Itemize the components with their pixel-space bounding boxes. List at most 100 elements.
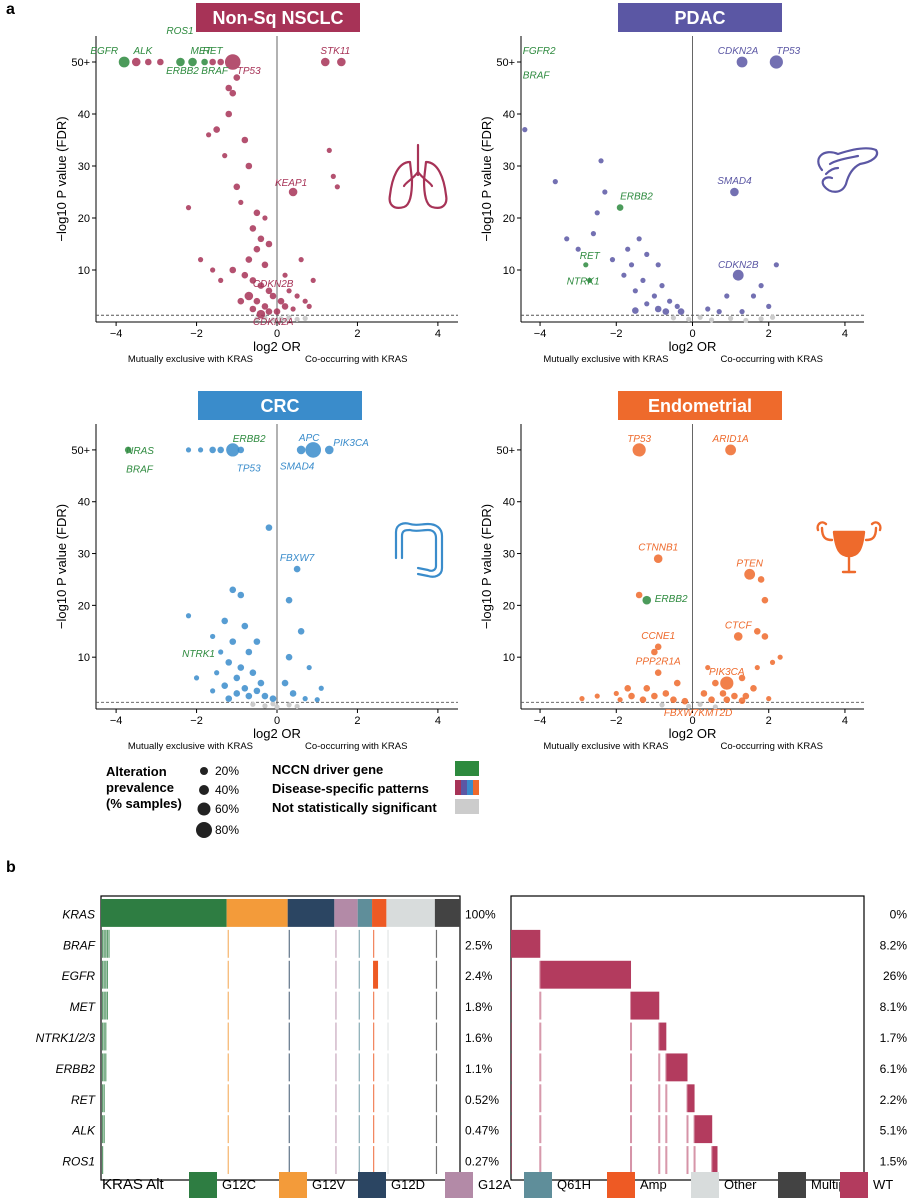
gene-label-tp53: TP53 <box>776 46 800 57</box>
data-point <box>157 58 164 66</box>
data-point <box>306 303 312 309</box>
wt-trace <box>666 1084 668 1113</box>
wt-trace <box>631 1115 633 1144</box>
mut-tick <box>358 929 360 958</box>
y-tick-label: 50+ <box>71 445 90 457</box>
data-point <box>306 664 312 671</box>
mut-tick <box>105 991 107 1020</box>
y-axis-label: −log10 P value (FDR) <box>54 504 69 629</box>
data-point <box>632 443 646 457</box>
x-axis-label: log2 OR <box>253 339 301 354</box>
data-point <box>738 697 746 705</box>
data-point <box>653 554 663 564</box>
y-tick-label: 30 <box>503 549 515 561</box>
wt-trace <box>658 1022 660 1051</box>
wt-trace <box>540 991 542 1020</box>
kras-wt-pct: 8.2% <box>880 938 908 952</box>
mut-tick <box>288 1146 290 1174</box>
kras-mut-pct: 0.27% <box>465 1155 499 1169</box>
wt-trace <box>658 1146 660 1174</box>
data-point <box>625 246 631 252</box>
x-tick-label: 0 <box>274 328 280 340</box>
gene-label-erbb2: ERBB2 <box>233 434 266 445</box>
gene-label-smad4: SMAD4 <box>280 461 315 472</box>
data-point <box>298 257 304 263</box>
data-point <box>719 690 727 697</box>
data-point <box>249 277 257 284</box>
data-point <box>670 696 677 703</box>
gene-label-ctcf: CTCF <box>725 620 753 631</box>
data-point <box>732 269 744 281</box>
data-point <box>217 58 224 66</box>
data-point <box>769 55 783 69</box>
data-point <box>214 670 220 676</box>
gene-label-egfr: EGFR <box>90 46 118 57</box>
data-point <box>654 643 662 651</box>
data-point <box>233 74 241 81</box>
data-point <box>632 288 638 294</box>
mut-tick <box>358 991 360 1020</box>
data-point <box>750 684 757 692</box>
color-legend-nccn: NCCN driver gene <box>272 762 383 777</box>
data-point <box>257 679 265 687</box>
data-point <box>736 56 748 68</box>
gene-label-keap1: KEAP1 <box>275 178 307 189</box>
gene-label-erbb2: ERBB2 <box>166 66 199 77</box>
gene-label-fgfr2: FGFR2 <box>523 46 556 57</box>
data-point <box>281 303 289 310</box>
data-point <box>185 613 192 619</box>
x-tick-label: 2 <box>766 715 772 727</box>
mut-tick <box>102 929 104 958</box>
gene-label-nras: NRAS <box>126 446 154 457</box>
data-point <box>302 298 308 304</box>
data-point <box>270 317 276 323</box>
data-point <box>681 697 689 705</box>
data-point <box>708 696 715 703</box>
kras-legend-swatch-other <box>691 1172 719 1198</box>
data-point <box>522 127 528 133</box>
x-tick-label: 2 <box>354 328 360 340</box>
gene-label-ntrk1: NTRK1 <box>182 649 215 660</box>
data-point <box>320 57 330 67</box>
kras-wt-pct: 26% <box>883 969 907 983</box>
kras-mut-pct: 1.1% <box>465 1062 493 1076</box>
volcano-crc: CRC −4 −2 0 2 4 10 20 30 40 50+ −log10 P value (FDR… <box>54 391 458 752</box>
wt-trace <box>539 960 541 989</box>
wt-trace <box>539 1053 541 1082</box>
gene-label-tp53: TP53 <box>237 66 261 77</box>
wt-trace <box>630 991 632 1020</box>
note-exclusive: Mutually exclusive with KRAS <box>543 354 668 365</box>
mut-tick <box>435 991 438 1020</box>
gene-label-ctnnb1: CTNNB1 <box>638 543 678 554</box>
gene-label-braf: BRAF <box>523 70 551 81</box>
mut-tick <box>335 1053 337 1082</box>
gene-label-ret: RET <box>203 46 224 57</box>
data-point <box>282 272 288 278</box>
x-tick-label: 4 <box>842 328 848 340</box>
volcano-endo: Endometrial −4 −2 0 2 4 10 20 30 40 50+ −log10 P va… <box>479 391 864 752</box>
data-point <box>651 648 658 656</box>
kras-legend-label-other: Other <box>724 1177 757 1192</box>
data-point <box>221 617 229 625</box>
data-point <box>188 57 197 67</box>
data-point <box>628 692 635 700</box>
kras-legend-swatch-amp <box>607 1172 635 1198</box>
x-tick-label: 4 <box>842 715 848 727</box>
mut-tick <box>106 991 108 1020</box>
kras-wt-pct: 6.1% <box>880 1062 908 1076</box>
x-axis-label: log2 OR <box>669 726 717 741</box>
data-point <box>262 703 268 709</box>
color-legend: NCCN driver gene Disease-specific patter… <box>272 761 479 815</box>
mut-tick <box>373 1084 375 1113</box>
gene-label-alk: ALK <box>132 46 153 57</box>
wt-block-ros1 <box>712 1146 718 1174</box>
title-box-crc <box>198 391 362 420</box>
mut-tick <box>387 1053 389 1082</box>
kras-wt-pct: 8.1% <box>880 1000 908 1014</box>
mut-tick <box>373 1053 375 1082</box>
data-point <box>617 697 623 703</box>
mut-tick <box>358 960 360 989</box>
mut-tick <box>102 991 104 1020</box>
mut-tick <box>227 1115 229 1144</box>
data-point <box>667 298 673 304</box>
